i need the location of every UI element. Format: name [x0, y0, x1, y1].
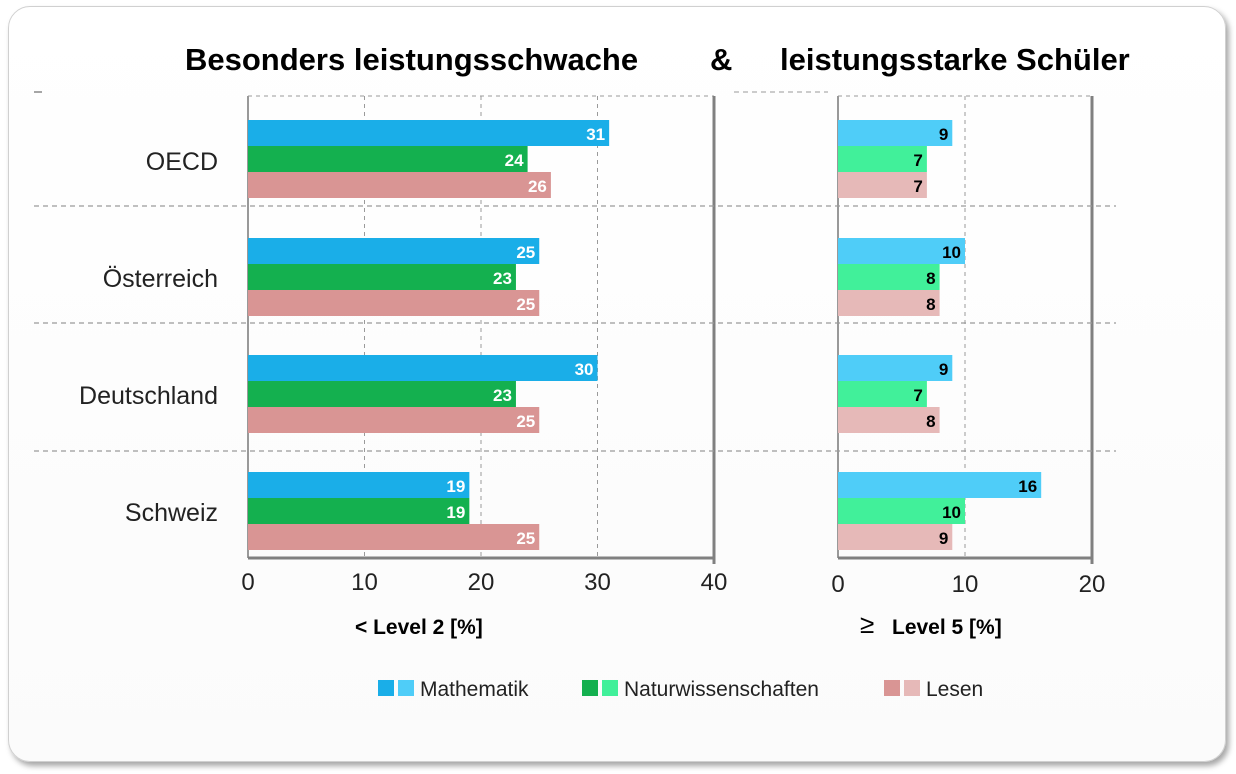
right-value-label: 8: [926, 412, 935, 431]
left-bar-math: [248, 238, 540, 264]
left-tick-label: 20: [468, 569, 495, 596]
left-value-label: 30: [575, 360, 594, 379]
category-labels: OECD Österreich Deutschland Schweiz: [79, 148, 218, 527]
legend-swatch-reading: [884, 680, 900, 696]
left-bar-reading: [248, 407, 540, 433]
left-tick-label: 30: [584, 569, 611, 596]
category-separators: [34, 91, 1116, 452]
legend: Mathematik Naturwissenschaften Lesen: [378, 678, 983, 701]
legend-label-math: Mathematik: [420, 678, 529, 701]
right-bar-science: [838, 146, 927, 172]
right-value-label: 8: [926, 295, 935, 314]
right-value-label: 10: [942, 503, 961, 522]
title-ampersand: &: [710, 42, 732, 77]
right-tick-label: 0: [831, 571, 844, 598]
title-left: Besonders leistungsschwache: [185, 42, 638, 77]
right-bar-science: [838, 264, 940, 290]
left-bar-science: [248, 146, 528, 172]
left-value-label: 25: [516, 243, 535, 262]
left-tick-label: 40: [701, 569, 728, 596]
right-bar-reading: [838, 407, 940, 433]
right-bar-science: [838, 381, 927, 407]
legend-swatch-science-light: [602, 680, 618, 696]
right-value-label: 9: [939, 360, 948, 379]
left-bar-reading: [248, 290, 540, 316]
left-tick-label: 10: [351, 569, 378, 596]
left-value-label: 31: [586, 125, 605, 144]
right-value-label: 8: [926, 269, 935, 288]
left-bar-math: [248, 355, 598, 381]
right-bar-math: [838, 355, 953, 381]
legend-swatch-math: [378, 680, 394, 696]
right-value-label: 7: [913, 151, 922, 170]
left-bar-science: [248, 381, 516, 407]
legend-swatch-science: [582, 680, 598, 696]
right-bar-science: [838, 498, 965, 524]
right-value-label: 9: [939, 529, 948, 548]
right-value-label: 7: [913, 386, 922, 405]
left-bars: 31 25 30 19 24 23 23 19 26 25 25 25: [248, 120, 610, 550]
legend-swatch-reading-light: [904, 680, 920, 696]
left-value-label: 19: [446, 503, 465, 522]
chart-card: [8, 6, 1226, 762]
left-value-label: 25: [516, 529, 535, 548]
right-value-label: 9: [939, 125, 948, 144]
left-value-label: 26: [528, 177, 547, 196]
left-bar-reading: [248, 524, 540, 550]
right-bar-math: [838, 120, 953, 146]
right-x-axis-title: Level 5 [%]: [892, 616, 1002, 639]
right-value-label: 10: [942, 243, 961, 262]
left-tick-labels: 0 10 20 30 40: [241, 569, 727, 596]
right-bar-reading: [838, 172, 927, 198]
right-value-label: 16: [1018, 477, 1037, 496]
right-x-axis-symbol: ≥: [860, 609, 874, 639]
category-label: Österreich: [103, 265, 218, 293]
left-bar-math: [248, 472, 470, 498]
right-bar-reading: [838, 290, 940, 316]
left-value-label: 23: [493, 269, 512, 288]
left-value-label: 23: [493, 386, 512, 405]
right-bar-math: [838, 238, 965, 264]
left-bar-science: [248, 264, 516, 290]
left-bar-science: [248, 498, 470, 524]
legend-label-science: Naturwissenschaften: [624, 678, 819, 701]
right-bar-reading: [838, 524, 953, 550]
left-value-label: 24: [505, 151, 524, 170]
left-bar-math: [248, 120, 610, 146]
left-bar-reading: [248, 172, 551, 198]
left-x-axis-title: < Level 2 [%]: [355, 616, 483, 639]
category-label: OECD: [146, 148, 218, 176]
legend-swatch-math-light: [398, 680, 414, 696]
left-tick-label: 0: [241, 569, 254, 596]
left-value-label: 25: [516, 295, 535, 314]
right-value-label: 7: [913, 177, 922, 196]
right-tick-label: 10: [952, 571, 979, 598]
category-label: Schweiz: [125, 499, 218, 527]
left-value-label: 25: [516, 412, 535, 431]
right-bar-math: [838, 472, 1042, 498]
category-label: Deutschland: [79, 382, 218, 410]
right-tick-labels: 0 10 20: [831, 571, 1105, 598]
right-tick-label: 20: [1079, 571, 1106, 598]
title-right: leistungsstarke Schüler: [780, 42, 1130, 77]
legend-label-reading: Lesen: [926, 678, 983, 701]
left-value-label: 19: [446, 477, 465, 496]
